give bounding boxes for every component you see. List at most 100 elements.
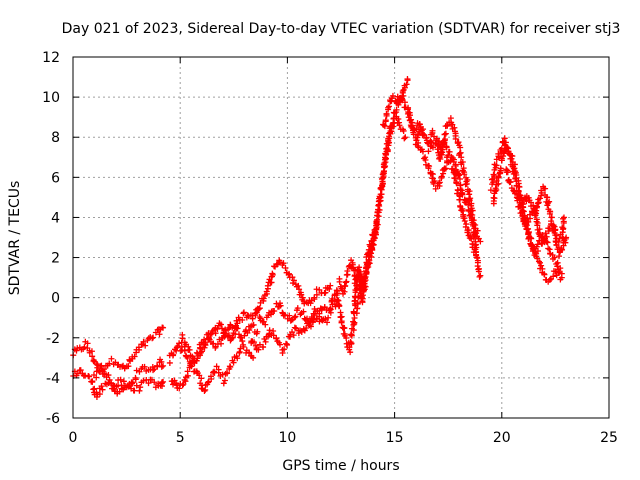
x-tick-label: 0 [69,430,78,446]
data-point [166,359,173,366]
data-point [453,180,460,187]
data-point [548,221,555,228]
data-point [142,342,149,349]
data-point [507,179,514,186]
data-point [521,220,528,227]
data-point [560,214,567,221]
data-point [264,282,271,289]
data-point [535,258,542,265]
data-point [552,232,559,239]
data-point [525,218,532,225]
data-point [126,356,133,363]
data-point [475,268,482,275]
data-point [302,316,309,323]
data-point [263,290,270,297]
data-point [379,183,386,190]
data-point [129,380,136,387]
data-point [384,147,391,154]
data-point [86,373,93,380]
data-point [544,194,551,201]
data-point [160,378,167,385]
data-point [404,110,411,117]
data-point [260,344,267,351]
data-point [208,375,215,382]
data-point [280,312,287,319]
data-point [474,227,481,234]
data-point [295,282,302,289]
data-point [514,195,521,202]
data-point [303,325,310,332]
data-point [560,225,567,232]
data-point [452,161,459,168]
data-point [368,253,375,260]
data-point [436,179,443,186]
data-point [381,123,388,130]
data-point [313,291,320,298]
data-point [334,290,341,297]
data-point [422,154,429,161]
data-point [234,355,241,362]
data-point [369,247,376,254]
data-point [504,169,511,176]
data-point [419,130,426,137]
data-points [70,76,570,400]
data-point [554,259,561,266]
data-point [401,84,408,91]
data-point [90,386,97,393]
data-point [465,227,472,234]
data-point [502,139,509,146]
data-point [111,388,118,395]
data-point [558,274,565,281]
data-point [136,387,143,394]
data-point [326,286,333,293]
data-point [373,220,380,227]
data-point [450,156,457,163]
data-point [347,349,354,356]
data-point [538,189,545,196]
data-point [234,320,241,327]
data-point [537,259,544,266]
data-point [96,391,103,398]
data-point [559,246,566,253]
y-tick-label: -2 [46,331,60,347]
data-point [476,273,483,280]
data-point [382,117,389,124]
data-point [156,331,163,338]
data-point [230,359,237,366]
data-point [488,176,495,183]
data-point [132,376,139,383]
data-point [282,265,289,272]
data-point [290,277,297,284]
data-point [382,151,389,158]
data-point [310,317,317,324]
data-point [495,180,502,187]
data-point [206,336,213,343]
data-point [229,334,236,341]
data-point [281,346,288,353]
data-point [186,346,193,353]
data-point [125,383,132,390]
data-point [513,182,520,189]
data-point [137,384,144,391]
data-point [396,122,403,129]
data-point [89,378,96,385]
data-point [419,148,426,155]
data-point [459,207,466,214]
data-point [443,143,450,150]
data-point [385,135,392,142]
data-point [456,176,463,183]
data-point [158,363,165,370]
data-point [150,334,157,341]
y-tick-label: 12 [42,50,60,66]
data-point [276,259,283,266]
data-point [358,283,365,290]
data-point [381,122,388,129]
data-point [382,154,389,161]
data-point [459,159,466,166]
data-point [402,134,409,141]
data-point [542,237,549,244]
data-point [217,321,224,328]
data-point [377,191,384,198]
data-point [99,386,106,393]
data-point [400,127,407,134]
